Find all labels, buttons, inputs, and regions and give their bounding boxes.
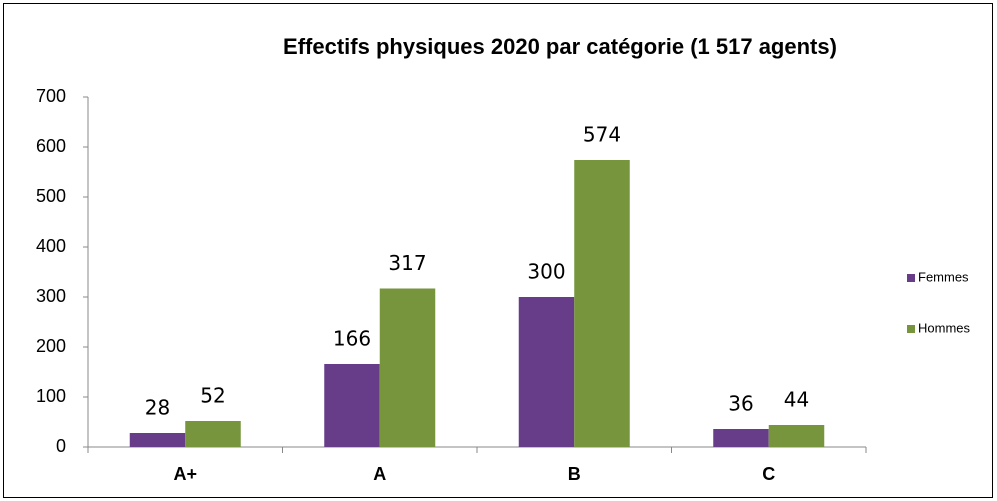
- legend-label: Hommes: [918, 320, 971, 335]
- data-label: 36: [728, 392, 753, 416]
- x-tick-label: A: [373, 464, 386, 484]
- bar: [379, 288, 436, 447]
- legend-swatch: [907, 274, 915, 282]
- data-label: 317: [388, 251, 426, 275]
- data-label: 28: [145, 396, 170, 420]
- x-tick-label: C: [762, 464, 775, 484]
- y-tick-label: 500: [36, 186, 66, 206]
- data-label: 300: [527, 260, 565, 284]
- y-tick-label: 100: [36, 386, 66, 406]
- bar: [518, 297, 575, 447]
- data-label: 166: [333, 327, 371, 351]
- data-label: 52: [200, 384, 225, 408]
- y-tick-label: 0: [56, 436, 66, 456]
- chart-title: Effectifs physiques 2020 par catégorie (…: [283, 34, 837, 59]
- legend-label: Femmes: [918, 269, 969, 284]
- chart-border: [3, 3, 993, 498]
- y-tick-label: 400: [36, 236, 66, 256]
- x-tick-label: B: [568, 464, 581, 484]
- data-label: 44: [784, 388, 809, 412]
- bar: [185, 421, 241, 447]
- y-tick-label: 600: [36, 136, 66, 156]
- y-tick-label: 200: [36, 336, 66, 356]
- x-tick-label: A+: [173, 464, 197, 484]
- legend-swatch: [907, 325, 915, 333]
- bar: [713, 429, 769, 447]
- bar: [768, 425, 825, 447]
- y-tick-label: 700: [36, 86, 66, 106]
- bar: [324, 364, 380, 447]
- bar: [574, 160, 630, 447]
- y-tick-label: 300: [36, 286, 66, 306]
- bar: [129, 433, 186, 447]
- data-label: 574: [583, 123, 621, 147]
